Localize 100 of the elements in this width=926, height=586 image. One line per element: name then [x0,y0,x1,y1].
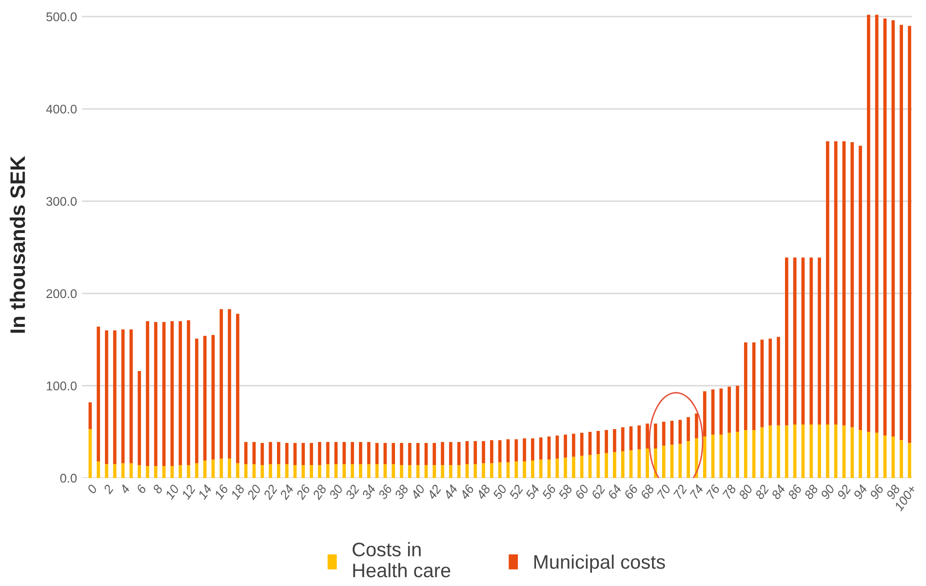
bar [818,257,822,424]
bar [604,430,608,454]
bar [400,465,404,478]
x-tick-label: 30 [328,484,344,500]
bar [293,465,297,478]
bar [104,330,108,464]
bar [474,441,477,464]
y-tick-label: 400.0 [46,104,77,114]
x-tick-label: 12 [181,484,196,500]
bar [146,466,150,478]
bar [457,442,461,466]
bar [482,463,486,478]
bar [547,436,551,460]
x-tick-label: 42 [426,484,442,500]
bar [490,463,494,478]
bar [400,442,404,466]
bar [728,432,731,478]
bar [154,322,158,466]
bar [154,466,158,478]
bar [572,434,576,457]
x-tick-label: 80 [738,484,754,500]
bar [211,460,215,478]
bar [130,463,133,478]
bar [826,141,830,424]
x-tick-label: 78 [722,484,737,500]
bar [678,420,682,444]
bar [768,338,772,426]
bar [252,464,256,478]
bar [801,424,805,478]
bar [350,464,354,478]
bar [866,14,870,432]
bar [834,424,838,478]
bar [866,432,870,478]
bar [384,464,387,478]
bar [220,458,223,478]
bar [629,450,633,478]
bar [826,424,830,478]
bar [342,442,346,464]
bar [228,309,232,459]
bar [392,442,395,464]
bar [170,466,174,478]
x-tick-label: 82 [754,484,770,500]
bar [310,442,314,466]
bar [96,326,100,462]
bar [703,436,706,478]
x-tick-label: 34 [361,484,376,500]
bar [801,257,805,424]
x-tick-label: 24 [279,484,294,500]
x-tick-label: 46 [459,484,475,500]
y-tick-label: 100.0 [46,382,77,390]
bar [629,426,633,450]
x-tick-label: 0 [86,484,98,494]
bar [318,442,322,466]
bar [424,465,428,478]
bar [244,442,248,464]
bar [203,460,207,478]
bar [908,442,912,478]
bar [408,465,412,478]
bar [277,464,280,478]
bar [858,146,862,430]
bar [522,461,526,478]
bar [514,439,518,462]
x-tick-label: 60 [574,484,590,500]
bar [547,460,551,478]
bar [302,465,305,478]
bar [556,458,559,478]
x-tick-label: 50 [492,484,508,500]
x-tick-label: 36 [378,484,393,500]
bar [719,388,723,435]
bar [318,465,322,478]
bar [326,464,330,478]
bar [285,464,288,478]
bar [719,434,723,478]
bar [612,452,616,478]
bar [539,437,542,460]
bar [842,425,846,478]
x-tick-label: 14 [197,484,212,500]
bar [96,461,100,478]
y-tick-label: 200.0 [46,289,77,298]
bar [432,465,436,478]
bar [326,442,330,464]
bar [908,26,912,443]
bar [883,436,887,478]
bar [449,442,452,466]
bar [408,442,412,466]
x-tick-label: 68 [640,484,655,500]
bar [465,441,469,464]
bar [686,441,690,478]
x-tick-label: 32 [344,484,360,500]
bar [900,440,903,478]
x-tick-label: 62 [590,484,606,500]
bar [638,425,641,450]
bar [514,461,518,478]
bar [892,436,895,478]
bar [662,422,666,446]
bar [302,442,305,466]
x-tick-label: 20 [246,484,262,500]
legend-label: Municipal costs [534,554,665,573]
bar [310,465,314,478]
bar [678,444,682,478]
